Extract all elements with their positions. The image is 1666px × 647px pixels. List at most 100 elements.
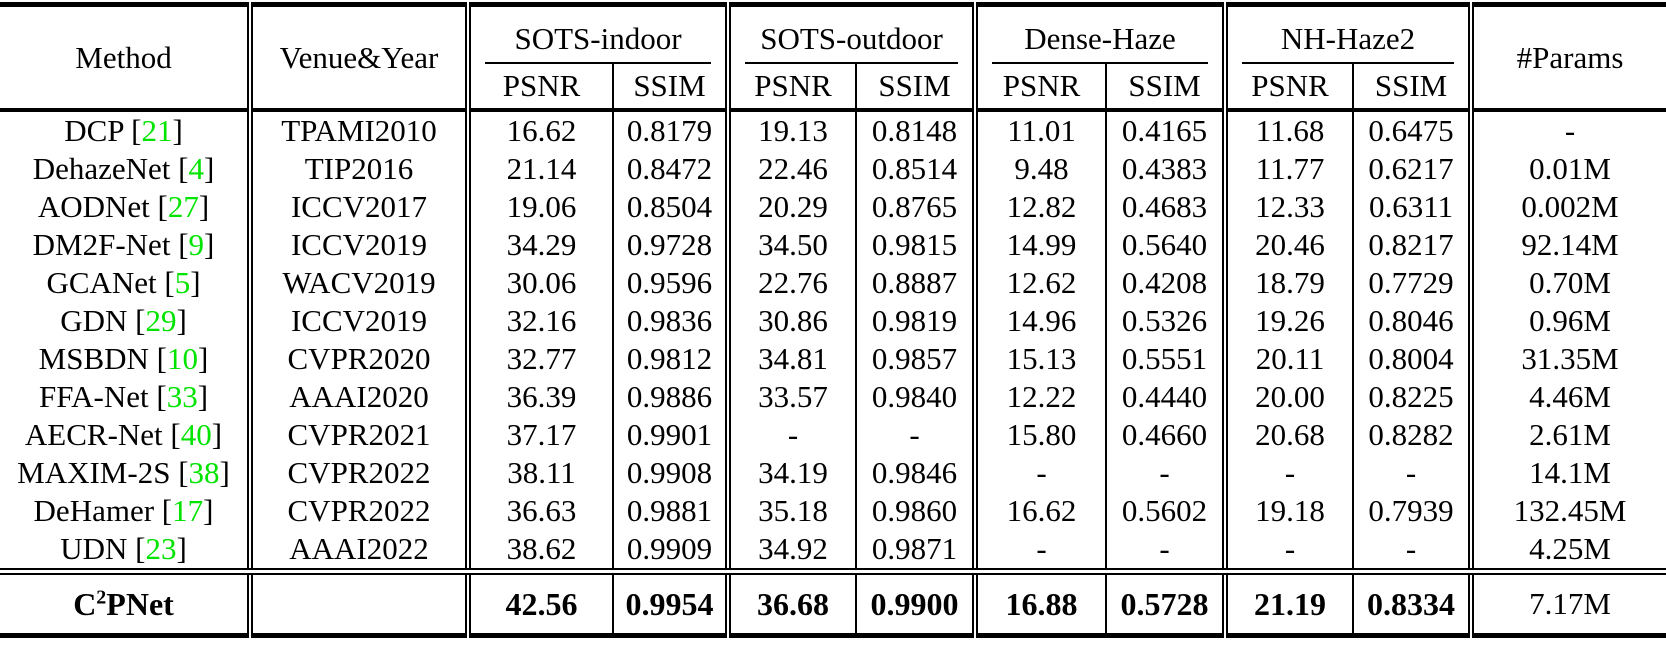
citation-link[interactable]: 10 <box>167 341 198 376</box>
col-header-psnr: PSNR <box>725 64 857 112</box>
venue-cell: AAAI2020 <box>247 378 468 416</box>
metric-value-cell: 36.68 <box>725 568 857 636</box>
metric-value-cell: 30.86 <box>725 302 857 340</box>
metric-value-cell: 0.4208 <box>1105 264 1226 302</box>
metric-value-cell: 0.9901 <box>611 416 729 454</box>
metric-value-cell: 0.9886 <box>611 378 729 416</box>
metric-value-cell: 0.9909 <box>611 530 729 572</box>
metric-value-cell: 0.9857 <box>855 340 976 378</box>
metric-value-cell: 0.9846 <box>855 454 976 492</box>
citation-link[interactable]: 21 <box>141 113 173 148</box>
method-name: MSBDN <box>38 341 149 376</box>
metric-value-cell: 0.9815 <box>855 226 976 264</box>
table-footer: C2PNet 42.56 0.9954 36.68 0.9900 16.88 0… <box>0 568 1666 636</box>
metric-value-cell: 0.9954 <box>611 568 729 636</box>
metric-value-cell: - <box>1222 530 1354 572</box>
metric-value-cell: 20.11 <box>1222 340 1354 378</box>
metric-value-cell: 38.62 <box>465 530 613 572</box>
method-cell: DCP [21] <box>64 113 183 148</box>
venue-cell <box>247 568 468 636</box>
table-row: DM2F-Net [9] ICCV2019 34.29 0.9728 34.50 0.98… <box>0 226 1666 264</box>
method-cell: DM2F-Net [9] <box>32 227 215 262</box>
metric-value-cell: 0.9836 <box>611 302 729 340</box>
table-row: GDN [29] ICCV2019 32.16 0.9836 30.86 0.9819 14… <box>0 302 1666 340</box>
metric-value-cell: 0.9840 <box>855 378 976 416</box>
citation-link[interactable]: 17 <box>172 493 204 528</box>
venue-cell: ICCV2017 <box>247 188 468 226</box>
citation-link[interactable]: 9 <box>188 227 205 262</box>
citation-link[interactable]: 4 <box>188 151 204 186</box>
table-row: FFA-Net [33] AAAI2020 36.39 0.9886 33.57 0.98… <box>0 378 1666 416</box>
metric-value-cell: 0.8765 <box>855 188 976 226</box>
citation-link[interactable]: 33 <box>166 379 198 414</box>
method-name: DeHamer <box>33 493 155 528</box>
metric-value-cell: 37.17 <box>465 416 613 454</box>
metric-value-cell: 0.4383 <box>1105 150 1226 188</box>
metric-value-cell: 0.8334 <box>1352 568 1472 636</box>
metric-value-cell: 36.39 <box>465 378 613 416</box>
citation-link[interactable]: 29 <box>145 303 177 338</box>
method-cell: C2PNet <box>0 568 250 636</box>
table-header: Method Venue&Year SOTS-indoor SOTS-outdo… <box>0 4 1666 112</box>
params-cell: 0.96M <box>1468 302 1666 340</box>
col-header-ssim: SSIM <box>855 64 976 112</box>
params-cell: 14.1M <box>1468 454 1666 492</box>
metric-value-cell: 32.16 <box>465 302 613 340</box>
table-body: DCP [21] TPAMI2010 16.62 0.8179 19.13 0.8148 1… <box>0 110 1666 572</box>
group-header-dense-haze: Dense-Haze <box>972 4 1226 64</box>
metric-value-cell: 0.8004 <box>1352 340 1472 378</box>
metric-value-cell: 0.9881 <box>611 492 729 530</box>
metric-value-cell: 18.79 <box>1222 264 1354 302</box>
method-cell: AODNet [27] <box>37 189 210 224</box>
params-cell: 0.70M <box>1468 264 1666 302</box>
venue-cell: CVPR2020 <box>247 340 468 378</box>
col-header-method: Method <box>0 4 250 112</box>
metric-value-cell: 0.8887 <box>855 264 976 302</box>
citation-link[interactable]: 23 <box>145 531 177 566</box>
metric-value-cell: 0.6311 <box>1352 188 1472 226</box>
citation-link[interactable]: 40 <box>180 417 212 452</box>
table-row: DehazeNet [4] TIP2016 21.14 0.8472 22.46 0.85… <box>0 150 1666 188</box>
metric-value-cell: 11.68 <box>1222 110 1354 150</box>
metric-value-cell: 22.46 <box>725 150 857 188</box>
metric-value-cell: 20.29 <box>725 188 857 226</box>
metric-value-cell: 0.9860 <box>855 492 976 530</box>
venue-cell: CVPR2022 <box>247 454 468 492</box>
citation-link[interactable]: 5 <box>174 265 191 300</box>
metric-value-cell: 0.9819 <box>855 302 976 340</box>
metric-value-cell: 0.9900 <box>855 568 976 636</box>
method-cell: AECR-Net [40] <box>24 417 223 452</box>
metric-value-cell: 0.9596 <box>611 264 729 302</box>
metric-value-cell: - <box>1105 454 1226 492</box>
method-name: GCANet <box>46 265 157 300</box>
params-cell: - <box>1468 110 1666 150</box>
venue-cell: AAAI2022 <box>247 530 468 572</box>
metric-value-cell: 42.56 <box>465 568 613 636</box>
metric-value-cell: 34.19 <box>725 454 857 492</box>
table-row: UDN [23] AAAI2022 38.62 0.9909 34.92 0.9871- -… <box>0 530 1666 572</box>
metric-value-cell: 0.7729 <box>1352 264 1472 302</box>
method-cell: GDN [29] <box>60 303 187 338</box>
metric-value-cell: 30.06 <box>465 264 613 302</box>
proposed-method-row: C2PNet 42.56 0.9954 36.68 0.9900 16.88 0… <box>0 568 1666 636</box>
metric-value-cell: 0.8217 <box>1352 226 1472 264</box>
metric-value-cell: - <box>1352 530 1472 572</box>
venue-cell: TIP2016 <box>247 150 468 188</box>
metric-value-cell: 21.14 <box>465 150 613 188</box>
metric-value-cell: 20.68 <box>1222 416 1354 454</box>
metric-value-cell: 16.62 <box>972 492 1107 530</box>
method-name: AODNet <box>37 189 150 224</box>
params-cell: 4.25M <box>1468 530 1666 572</box>
col-header-ssim: SSIM <box>1352 64 1472 112</box>
table-row: AECR-Net [40] CVPR2021 37.17 0.9901- -15.80 0… <box>0 416 1666 454</box>
citation-link[interactable]: 38 <box>188 455 220 490</box>
metric-value-cell: 14.96 <box>972 302 1107 340</box>
metric-value-cell: 12.62 <box>972 264 1107 302</box>
metric-value-cell: 0.4165 <box>1105 110 1226 150</box>
metric-value-cell: 11.77 <box>1222 150 1354 188</box>
params-cell: 31.35M <box>1468 340 1666 378</box>
metric-value-cell: 0.4683 <box>1105 188 1226 226</box>
method-cell: UDN [23] <box>60 531 187 566</box>
citation-link[interactable]: 27 <box>167 189 199 224</box>
